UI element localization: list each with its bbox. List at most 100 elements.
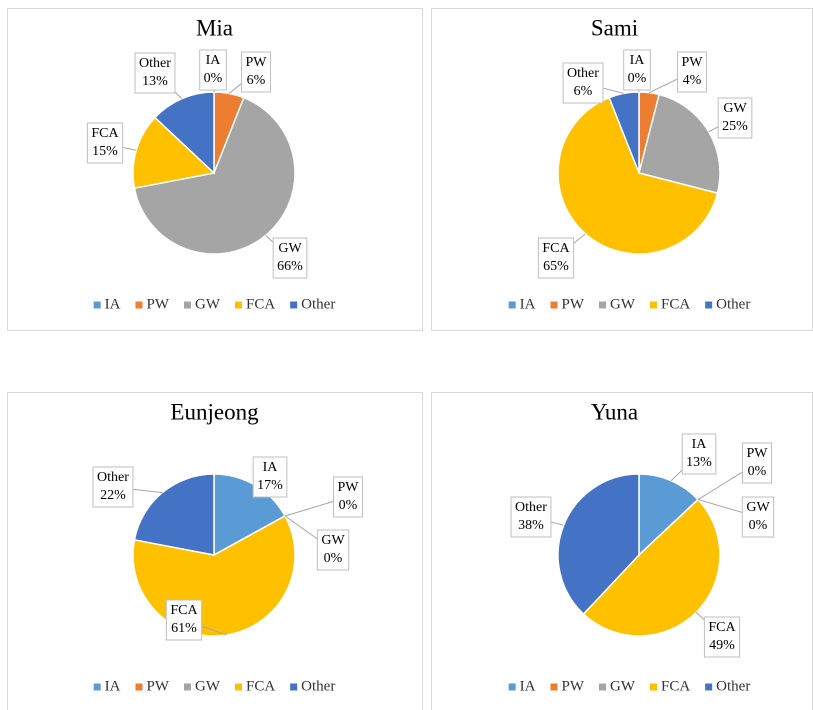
label-name: Other bbox=[139, 56, 171, 71]
data-label: GW 0% bbox=[316, 529, 350, 571]
label-box bbox=[86, 122, 124, 164]
legend-swatch bbox=[93, 301, 101, 309]
label-value: 0% bbox=[324, 551, 343, 566]
legend-swatch bbox=[135, 301, 143, 309]
pie-slice bbox=[132, 116, 216, 190]
label-value: 25% bbox=[722, 119, 748, 134]
label-box bbox=[241, 51, 271, 93]
legend-swatch bbox=[705, 683, 713, 691]
label-name: FCA bbox=[542, 241, 570, 256]
label-name: IA bbox=[692, 437, 708, 452]
label-name: GW bbox=[321, 533, 345, 548]
label-value: 61% bbox=[171, 621, 197, 636]
pie-panel: Mia IA 0% PW 6% GW 66% FCA 15% Other 13% IA PW GW FCA O… bbox=[7, 8, 423, 331]
data-label: PW 0% bbox=[742, 442, 772, 484]
data-label: GW 0% bbox=[741, 496, 775, 538]
label-box bbox=[316, 529, 350, 571]
pie-slice bbox=[557, 473, 640, 616]
data-label: PW 0% bbox=[333, 476, 363, 518]
legend-label: GW bbox=[610, 678, 636, 694]
legend-label: FCA bbox=[661, 678, 690, 694]
legend-swatch bbox=[508, 301, 516, 309]
pie-slice bbox=[582, 498, 721, 637]
legend-swatch bbox=[135, 683, 143, 691]
pie-slice bbox=[153, 91, 215, 175]
data-label: Other 22% bbox=[92, 466, 134, 508]
label-value: 6% bbox=[247, 73, 266, 88]
label-box bbox=[510, 496, 552, 538]
data-label: GW 66% bbox=[272, 237, 308, 279]
legend-swatch bbox=[183, 301, 191, 309]
label-value: 0% bbox=[204, 71, 223, 86]
chart-title: Sami bbox=[591, 15, 638, 40]
pie-slice bbox=[638, 473, 700, 557]
label-value: 15% bbox=[92, 144, 118, 159]
data-label: FCA 61% bbox=[165, 599, 203, 641]
legend-label: PW bbox=[561, 296, 584, 312]
label-value: 4% bbox=[683, 73, 702, 88]
chart-title: Mia bbox=[196, 15, 233, 40]
pie-slice bbox=[638, 93, 721, 195]
legend-swatch bbox=[508, 683, 516, 691]
legend-label: IA bbox=[105, 678, 121, 694]
legend-label: PW bbox=[146, 296, 169, 312]
chart-title: Eunjeong bbox=[170, 399, 259, 424]
label-name: IA bbox=[263, 460, 279, 475]
legend-swatch bbox=[183, 683, 191, 691]
pie-slice bbox=[133, 473, 215, 556]
label-box bbox=[272, 237, 308, 279]
label-name: Other bbox=[567, 66, 599, 81]
legend-label: GW bbox=[195, 296, 221, 312]
legend-label: IA bbox=[520, 678, 536, 694]
label-value: 13% bbox=[686, 455, 712, 470]
legend-label: PW bbox=[146, 678, 169, 694]
label-name: FCA bbox=[170, 603, 198, 618]
legend: IA PW GW FCA Other bbox=[93, 678, 335, 694]
legend: IA PW GW FCA Other bbox=[508, 296, 750, 312]
label-name: PW bbox=[338, 480, 360, 495]
data-label: FCA 49% bbox=[703, 616, 741, 658]
legend-label: Other bbox=[716, 296, 750, 312]
pie-panel: Yuna IA 13% PW 0% GW 0% FCA 49% Other 38% IA PW GW FCA… bbox=[431, 392, 813, 710]
legend-label: FCA bbox=[661, 296, 690, 312]
legend-swatch bbox=[290, 301, 298, 309]
label-name: IA bbox=[630, 53, 646, 68]
label-box bbox=[165, 599, 203, 641]
data-label: FCA 15% bbox=[86, 122, 124, 164]
label-name: GW bbox=[723, 101, 747, 116]
chart-title: Yuna bbox=[591, 399, 638, 424]
label-box bbox=[681, 433, 717, 475]
label-name: Other bbox=[515, 500, 547, 515]
data-label: PW 4% bbox=[677, 51, 707, 93]
data-label: IA 13% bbox=[681, 433, 717, 475]
label-name: Other bbox=[97, 470, 129, 485]
legend-label: IA bbox=[105, 296, 121, 312]
legend-label: Other bbox=[716, 678, 750, 694]
label-box bbox=[717, 97, 753, 139]
label-box bbox=[562, 62, 604, 104]
label-value: 65% bbox=[543, 259, 569, 274]
data-label: GW 25% bbox=[717, 97, 753, 139]
label-value: 0% bbox=[339, 498, 358, 513]
data-label: FCA 65% bbox=[537, 237, 575, 279]
legend-swatch bbox=[705, 301, 713, 309]
label-box bbox=[741, 496, 775, 538]
label-value: 66% bbox=[277, 259, 303, 274]
legend-label: GW bbox=[195, 678, 221, 694]
label-value: 17% bbox=[257, 478, 283, 493]
label-name: FCA bbox=[708, 620, 736, 635]
label-value: 49% bbox=[709, 638, 735, 653]
data-label: IA 17% bbox=[252, 456, 288, 498]
label-box bbox=[92, 466, 134, 508]
legend-label: Other bbox=[301, 678, 335, 694]
data-label: IA 0% bbox=[623, 49, 651, 91]
data-label: Other 38% bbox=[510, 496, 552, 538]
label-box bbox=[677, 51, 707, 93]
label-value: 0% bbox=[748, 464, 767, 479]
pie-slice bbox=[133, 96, 296, 255]
data-label: IA 0% bbox=[199, 49, 227, 91]
pie-panel: Sami IA 0% PW 4% GW 25% FCA 65% Other 6% IA PW GW FCA O… bbox=[431, 8, 813, 331]
label-value: 13% bbox=[142, 74, 168, 89]
label-box bbox=[199, 49, 227, 91]
